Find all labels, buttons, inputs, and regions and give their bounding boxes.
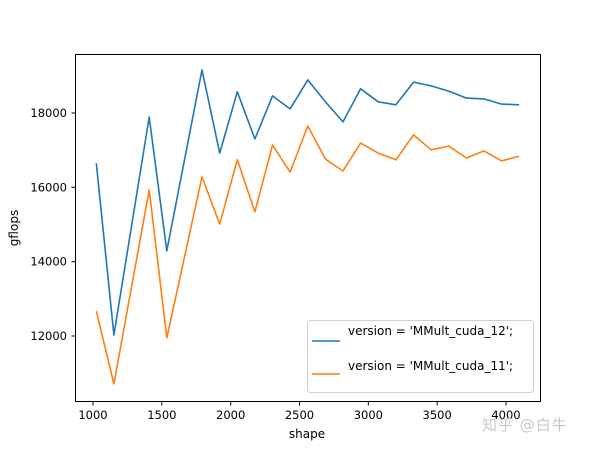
x-tick-label: 2500 [285,408,314,422]
x-tick-label: 2000 [216,408,245,422]
legend: version = 'MMult_cuda_12'; version = 'MM… [307,320,534,393]
y-tick-label: 16000 [30,180,67,194]
y-axis-ticks: 12000 14000 16000 18000 [30,106,76,343]
x-axis-ticks: 1000 1500 2000 2500 3000 3500 4000 [78,401,521,422]
y-axis-label: gflops [7,210,21,246]
legend-label-cuda12: version = 'MMult_cuda_12'; [348,324,513,338]
plot-lines [95,69,520,385]
y-tick-label: 12000 [30,329,67,343]
x-tick-label: 3500 [423,408,452,422]
x-tick-label: 3000 [354,408,383,422]
y-tick-label: 14000 [30,255,67,269]
x-tick-label: 1500 [147,408,176,422]
x-tick-label: 1000 [78,408,107,422]
legend-box [307,320,534,393]
legend-label-cuda11: version = 'MMult_cuda_11'; [348,359,513,373]
watermark-text: 知乎 @白牛 [482,416,568,434]
series-line-0 [95,69,520,336]
axes-frame [75,54,541,402]
series-line-1 [95,125,520,385]
y-tick-label: 18000 [30,106,67,120]
x-axis-label: shape [289,427,325,441]
x-tick-label: 4000 [491,408,520,422]
